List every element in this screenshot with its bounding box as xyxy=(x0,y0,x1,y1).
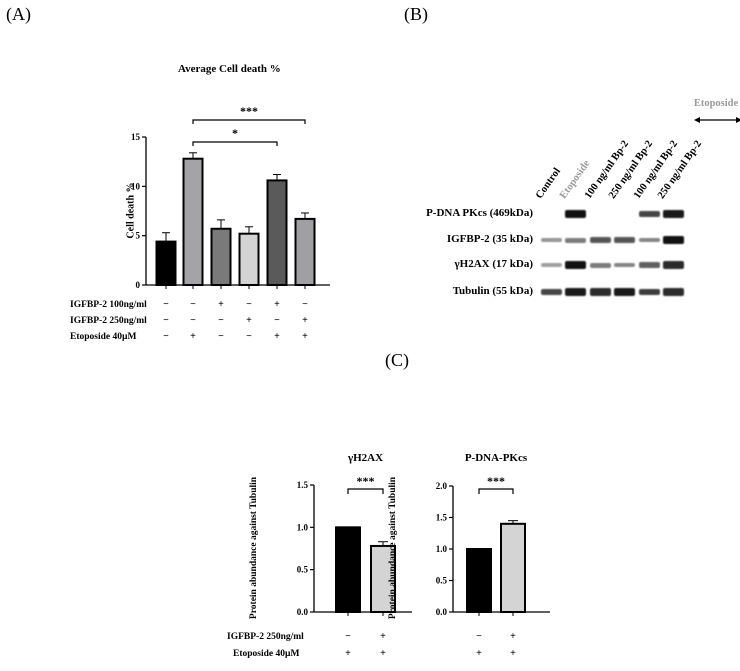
blot-band xyxy=(639,237,660,243)
condition-symbol: − xyxy=(190,299,196,310)
blot-band xyxy=(565,210,586,218)
svg-text:0.5: 0.5 xyxy=(297,565,309,575)
condition-symbol: − xyxy=(274,315,280,326)
blot-band xyxy=(639,210,660,218)
blot-band xyxy=(565,261,586,269)
significance-label: *** xyxy=(240,104,258,118)
svg-text:1.0: 1.0 xyxy=(297,522,309,532)
condition-symbol: − xyxy=(218,331,224,342)
condition-symbol: − xyxy=(218,315,224,326)
condition-row-label: Etoposide 40µM xyxy=(233,649,300,659)
bar xyxy=(210,227,232,286)
chart-a-plot: 0 5 10 15 **** xyxy=(131,104,330,290)
condition-symbol: + xyxy=(246,315,252,326)
y-tick-label: 15 xyxy=(131,132,141,142)
blot-band xyxy=(663,261,684,269)
bar xyxy=(182,157,204,286)
chart-a-title: Average Cell death % xyxy=(178,63,281,75)
condition-row-label: IGFBP-2 250ng/ml xyxy=(227,632,304,642)
condition-symbol: + xyxy=(380,631,386,642)
blot-band xyxy=(541,288,562,296)
y-tick-label: 10 xyxy=(131,181,141,191)
bar xyxy=(294,217,316,286)
chart-c-ylabel: Protein abundance against Tubulin xyxy=(388,476,398,620)
svg-text:0.5: 0.5 xyxy=(436,576,448,586)
svg-text:0.0: 0.0 xyxy=(436,607,448,617)
condition-symbol: − xyxy=(163,315,169,326)
blot-protein-label: IGFBP-2 (35 kDa) xyxy=(446,233,533,245)
condition-symbol: − xyxy=(246,331,252,342)
condition-symbol: + xyxy=(274,331,280,342)
panel-label-a: (A) xyxy=(6,4,31,24)
blot-band xyxy=(639,288,660,296)
blot-band xyxy=(614,262,635,268)
blot-protein-label: Tubulin (55 kDa) xyxy=(452,285,533,297)
panel-label-c: (C) xyxy=(385,350,409,370)
condition-symbol: − xyxy=(302,299,308,310)
blot-band xyxy=(565,237,586,243)
blot-band xyxy=(614,288,635,296)
etoposide-arrow-icon xyxy=(694,117,740,123)
significance-bracket xyxy=(192,119,306,124)
significance-label: * xyxy=(232,126,238,140)
blot-band xyxy=(565,288,586,296)
blot-protein-label: γH2AX (17 kDa) xyxy=(454,258,533,270)
chart-c-ylabel: Protein abundance against Tubulin xyxy=(249,476,259,619)
condition-symbol: − xyxy=(246,299,252,310)
blot-protein-label: P-DNA PKcs (469kDa) xyxy=(426,207,533,219)
svg-text:***: *** xyxy=(487,474,505,488)
condition-symbol: + xyxy=(510,648,516,659)
blot-band xyxy=(663,236,684,244)
blot-band xyxy=(639,262,660,268)
bar xyxy=(155,240,177,287)
condition-symbol: + xyxy=(510,631,516,642)
condition-symbol: + xyxy=(302,331,308,342)
condition-row-label: IGFBP-2 100ng/ml xyxy=(70,300,147,310)
condition-symbol: + xyxy=(380,648,386,659)
blot-band xyxy=(590,262,611,268)
blot-band xyxy=(541,237,562,243)
blot-band xyxy=(663,288,684,296)
condition-row-label: Etoposide 40µM xyxy=(70,332,137,342)
condition-symbol: + xyxy=(345,648,351,659)
svg-text:1.5: 1.5 xyxy=(297,480,309,490)
blot-band xyxy=(590,288,611,296)
svg-text:***: *** xyxy=(357,474,375,488)
condition-symbol: − xyxy=(163,299,169,310)
blot-band xyxy=(541,263,562,267)
condition-symbol: + xyxy=(302,315,308,326)
condition-symbol: + xyxy=(476,648,482,659)
significance-bracket xyxy=(192,141,278,146)
condition-symbol: − xyxy=(345,631,351,642)
chart-c-title: γH2AX xyxy=(347,452,384,464)
blot-band xyxy=(663,210,684,218)
blot-band xyxy=(614,237,635,243)
y-tick-label: 0 xyxy=(136,280,141,290)
etoposide-bracket-label: Etoposide xyxy=(693,98,739,109)
panel-label-b: (B) xyxy=(404,4,428,24)
condition-symbol: + xyxy=(218,299,224,310)
condition-symbol: + xyxy=(190,331,196,342)
condition-symbol: − xyxy=(163,331,169,342)
svg-text:2.0: 2.0 xyxy=(436,481,448,491)
blot-band xyxy=(590,237,611,243)
bar xyxy=(238,232,260,286)
svg-text:1.0: 1.0 xyxy=(436,544,448,554)
condition-symbol: + xyxy=(274,299,280,310)
y-tick-label: 5 xyxy=(136,231,141,241)
chart-c-title: P-DNA-PKcs xyxy=(464,452,528,464)
etoposide-bracket: Etoposide xyxy=(693,98,740,109)
svg-text:1.5: 1.5 xyxy=(436,513,448,523)
condition-row-label: IGFBP-2 250ng/ml xyxy=(70,316,147,326)
bar xyxy=(266,179,288,286)
condition-symbol: − xyxy=(190,315,196,326)
svg-text:0.0: 0.0 xyxy=(297,607,309,617)
condition-symbol: − xyxy=(476,631,482,642)
